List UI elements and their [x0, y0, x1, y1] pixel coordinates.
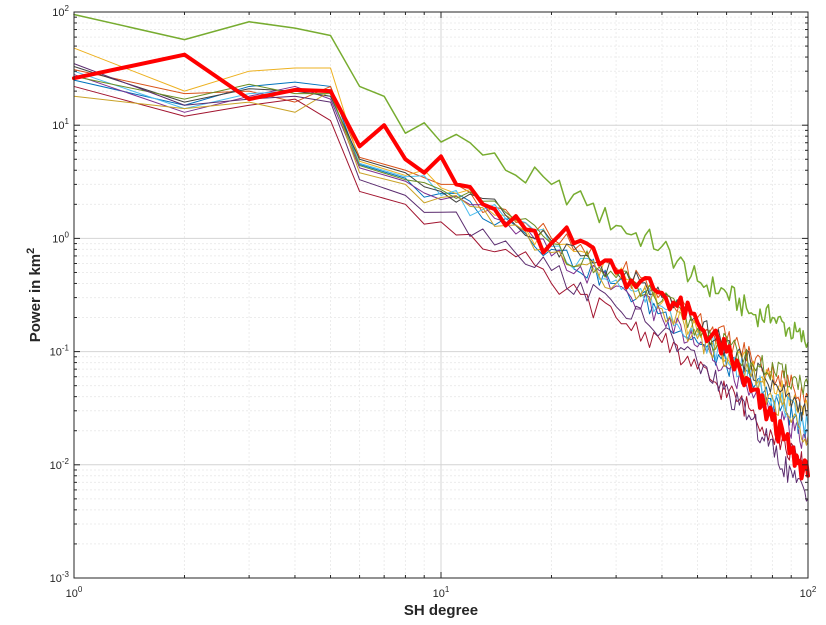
series-line: [73, 75, 809, 396]
series-line: [73, 69, 809, 405]
y-axis-label-text: Power in km: [27, 254, 44, 342]
y-tick-label: 10-1: [50, 344, 70, 359]
x-tick-label: 102: [800, 585, 817, 600]
y-tick-label: 100: [52, 230, 69, 245]
y-axis-label: Power in km2: [25, 248, 44, 342]
series-line: [73, 63, 809, 502]
y-tick-label: 10-3: [50, 570, 70, 585]
grid: [74, 12, 808, 578]
series-line: [73, 90, 809, 446]
y-tick-label: 10-2: [50, 457, 70, 472]
series-lines: [72, 13, 810, 502]
tick-marks: [73, 11, 809, 579]
x-tick-label: 100: [66, 585, 83, 600]
x-tick-label: 101: [433, 585, 450, 600]
series-line: [73, 13, 809, 349]
series-line: [72, 52, 810, 481]
x-axis-label: SH degree: [404, 602, 478, 619]
y-tick-label: 102: [52, 4, 69, 19]
y-axis-label-sup: 2: [25, 248, 37, 254]
y-tick-label: 101: [52, 117, 69, 132]
tick-labels: 100 101 102 10-3 10-2 10-1 100 101 102: [50, 4, 817, 600]
